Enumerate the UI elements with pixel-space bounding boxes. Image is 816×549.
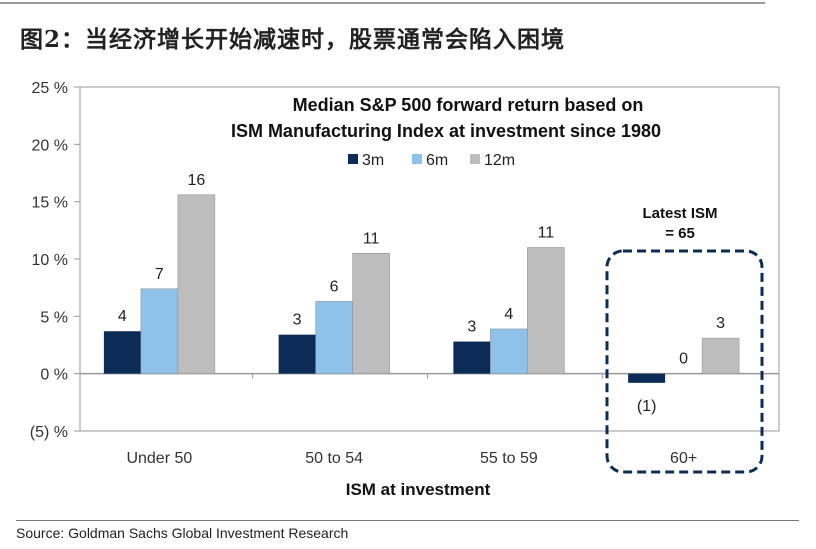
bar-3m (628, 373, 666, 383)
chart-title-line1: Median S&P 500 forward return based on (293, 95, 644, 115)
highlight-dashed-box (605, 249, 764, 474)
data-label-12m: 16 (187, 172, 205, 189)
category-label: 60+ (670, 450, 697, 467)
x-axis-label: ISM at investment (346, 480, 491, 499)
category-label: 55 to 59 (480, 450, 538, 467)
source-note: Source: Goldman Sachs Global Investment … (16, 525, 349, 541)
y-tick-label: 20 % (32, 137, 68, 154)
y-tick-label: (5) % (30, 424, 68, 441)
y-tick-label: 10 % (32, 252, 68, 269)
data-label-3m: 3 (293, 312, 302, 329)
category-label: 50 to 54 (305, 450, 363, 467)
legend-swatch-12m (470, 154, 480, 164)
legend-swatch-3m (348, 154, 358, 164)
bars: 4 7 16 3 6 11 3 4 11 (1) 0 3 (103, 172, 740, 415)
bar-12m (352, 253, 390, 374)
chart-title-line2: ISM Manufacturing Index at investment si… (231, 121, 661, 141)
bar-3m (278, 334, 316, 374)
data-label-12m: 11 (538, 225, 555, 242)
y-tick-label: 0 % (40, 367, 68, 384)
source-divider (16, 520, 799, 521)
bar-12m (527, 247, 565, 374)
y-axis: 25 % 20 % 15 % 10 % 5 % 0 % (5) % (30, 80, 80, 441)
bar-12m (177, 194, 216, 374)
y-tick-label: 15 % (32, 195, 68, 212)
legend-label-3m: 3m (362, 152, 384, 169)
data-label-6m: 7 (155, 266, 164, 283)
legend-label-6m: 6m (426, 152, 448, 169)
category-label: Under 50 (126, 450, 192, 467)
data-label-12m: 3 (716, 315, 725, 332)
bar-3m (103, 331, 141, 374)
bar-12m (701, 337, 740, 374)
annotation-line2: = 65 (665, 225, 695, 242)
bar-6m (315, 301, 353, 374)
bar-3m (453, 341, 491, 374)
category-labels: Under 50 50 to 54 55 to 59 60+ (126, 373, 697, 467)
legend: 3m 6m 12m (348, 152, 515, 169)
top-divider (0, 2, 765, 4)
y-tick-label: 5 % (40, 309, 68, 326)
data-label-6m: 6 (330, 278, 339, 295)
data-label-6m: 0 (679, 351, 688, 368)
annotation-line1: Latest ISM (642, 205, 717, 222)
data-label-3m: (1) (637, 398, 657, 415)
bar-6m (140, 288, 179, 374)
data-label-12m: 11 (363, 230, 380, 247)
y-tick-label: 25 % (32, 80, 68, 97)
data-label-3m: 3 (467, 319, 476, 336)
legend-swatch-6m (412, 154, 422, 164)
figure-title: 图2：当经济增长开始减速时，股票通常会陷入困境 (20, 26, 566, 53)
legend-label-12m: 12m (484, 152, 515, 169)
bar-6m (490, 328, 528, 374)
data-label-3m: 4 (118, 308, 127, 325)
data-label-6m: 4 (504, 306, 513, 323)
